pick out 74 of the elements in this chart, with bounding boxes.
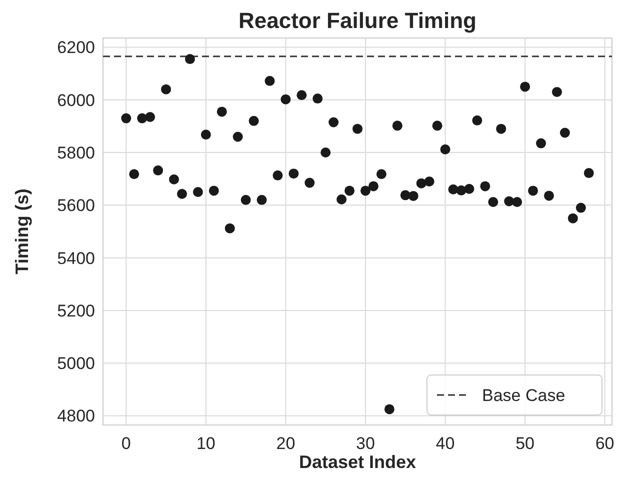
x-tick-label: 60 [595, 434, 614, 453]
point [544, 190, 554, 201]
point [232, 132, 243, 142]
legend-label: Base Case [482, 386, 566, 405]
point [224, 223, 235, 234]
point [184, 54, 195, 64]
x-tick-label: 0 [121, 434, 131, 453]
point [496, 124, 506, 134]
y-tick-label: 6000 [57, 90, 95, 110]
point [312, 94, 323, 104]
point [344, 186, 355, 196]
point [320, 148, 331, 158]
point [576, 202, 586, 213]
point [416, 178, 426, 188]
point [208, 186, 219, 196]
point [280, 94, 291, 104]
point [176, 188, 187, 199]
point [272, 170, 283, 180]
point [129, 169, 140, 180]
point [384, 404, 394, 414]
point [240, 194, 251, 205]
point [440, 144, 450, 154]
point [336, 194, 347, 204]
point [584, 168, 594, 178]
y-tick-label: 5800 [57, 143, 95, 162]
point [424, 176, 434, 186]
point [360, 186, 370, 196]
y-tick-label: 6200 [57, 38, 95, 58]
point [552, 86, 562, 97]
point [200, 130, 211, 140]
x-axis-title: Dataset Index [298, 452, 416, 472]
point [456, 185, 466, 196]
y-tick-label: 5600 [57, 196, 95, 216]
y-tick-label: 5400 [57, 248, 95, 268]
y-axis-title: Timing (s) [12, 188, 32, 274]
x-tick-label: 20 [276, 434, 296, 453]
point [392, 120, 402, 131]
point [216, 106, 227, 117]
point [121, 113, 132, 124]
point [536, 138, 546, 148]
point [192, 187, 203, 198]
point [153, 165, 164, 176]
point [472, 115, 482, 126]
x-tick-label: 40 [436, 434, 455, 453]
point [296, 90, 307, 100]
point [408, 190, 418, 201]
point [248, 116, 259, 126]
point [328, 117, 339, 128]
chart-title: Reactor Failure Timing [238, 8, 476, 33]
point [520, 82, 530, 92]
point [169, 174, 180, 184]
point [464, 184, 474, 194]
x-tick-label: 50 [516, 434, 534, 453]
point [256, 194, 267, 205]
point [432, 120, 442, 131]
y-tick-label: 5000 [57, 354, 95, 374]
point [368, 181, 378, 192]
point [512, 197, 522, 208]
x-tick-label: 10 [196, 434, 216, 453]
point [161, 84, 172, 94]
y-tick-label: 4800 [57, 406, 95, 426]
point [488, 197, 498, 208]
x-tick-label: 30 [356, 434, 375, 453]
point [568, 213, 578, 224]
point [376, 169, 386, 180]
point [145, 112, 156, 122]
point [288, 168, 299, 179]
point [480, 181, 490, 192]
point [560, 128, 570, 138]
y-tick-label: 5200 [57, 301, 95, 320]
point [352, 124, 362, 134]
point [304, 178, 315, 188]
point [264, 76, 275, 86]
point [528, 186, 538, 196]
